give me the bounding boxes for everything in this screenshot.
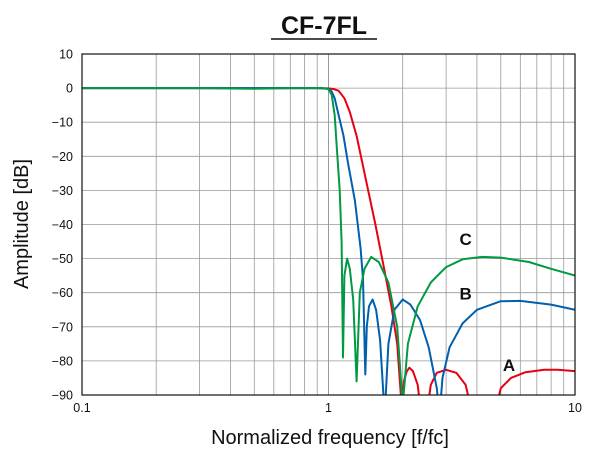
curves <box>82 87 575 395</box>
y-tick-label: −30 <box>52 184 73 198</box>
y-tick-label: −90 <box>52 389 73 403</box>
grid <box>81 53 576 396</box>
y-tick-label: −70 <box>52 320 73 334</box>
y-tick-label: −50 <box>52 252 73 266</box>
x-axis-label: Normalized frequency [f/fc] <box>211 427 449 449</box>
x-tick-label: 0.1 <box>73 401 90 415</box>
series-label-A: A <box>503 356 515 375</box>
series-label-B: B <box>459 285 471 304</box>
y-axis-label: Amplitude [dB] <box>11 159 33 289</box>
y-tick-label: 0 <box>66 82 73 96</box>
series-line-A <box>82 87 575 395</box>
y-tick-label: −80 <box>52 354 73 368</box>
x-tick-label: 1 <box>325 401 332 415</box>
series-line-C <box>82 87 575 395</box>
x-tick-label: 10 <box>568 401 582 415</box>
y-tick-label: −20 <box>52 150 73 164</box>
tick-labels: 0.1 1 10 10 0 −10 −20 −30 −40 −50 −60 −70 −80 −90 <box>52 48 582 416</box>
y-tick-label: −60 <box>52 286 73 300</box>
series-line-B <box>82 87 575 395</box>
y-tick-label: 10 <box>59 48 73 62</box>
chart-title: CF-7FL <box>281 12 367 40</box>
y-tick-label: −10 <box>52 116 73 130</box>
plot-frame <box>81 53 576 396</box>
series-labels: A B C <box>459 230 515 375</box>
y-tick-label: −40 <box>52 218 73 232</box>
series-label-C: C <box>459 230 471 249</box>
